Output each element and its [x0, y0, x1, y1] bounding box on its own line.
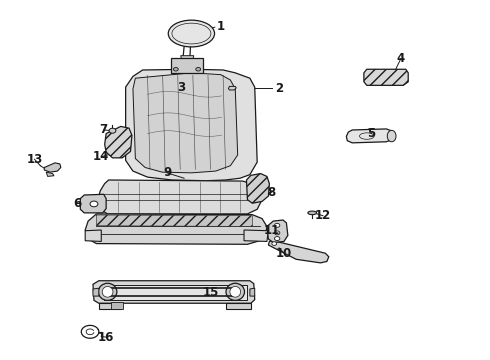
- Polygon shape: [225, 303, 251, 309]
- Polygon shape: [93, 288, 99, 296]
- Polygon shape: [269, 241, 329, 263]
- Polygon shape: [364, 69, 408, 85]
- Ellipse shape: [274, 231, 280, 235]
- Polygon shape: [85, 214, 267, 244]
- Bar: [104, 285, 247, 300]
- Text: 1: 1: [217, 20, 225, 33]
- Text: 11: 11: [264, 224, 280, 237]
- Polygon shape: [250, 288, 255, 296]
- Polygon shape: [98, 180, 262, 214]
- Ellipse shape: [226, 283, 245, 300]
- Polygon shape: [93, 281, 255, 303]
- Ellipse shape: [274, 237, 280, 240]
- Polygon shape: [85, 230, 101, 242]
- Bar: [171, 58, 202, 73]
- Polygon shape: [267, 220, 288, 243]
- Text: 8: 8: [268, 186, 276, 199]
- Polygon shape: [246, 174, 270, 203]
- Text: 9: 9: [163, 166, 171, 179]
- Text: 2: 2: [275, 82, 283, 95]
- Polygon shape: [99, 303, 121, 309]
- Ellipse shape: [272, 242, 277, 246]
- Ellipse shape: [387, 130, 396, 142]
- Polygon shape: [46, 172, 54, 176]
- Text: 12: 12: [315, 209, 331, 222]
- Text: 14: 14: [93, 150, 109, 163]
- Ellipse shape: [90, 201, 98, 207]
- Ellipse shape: [230, 287, 241, 297]
- Text: 6: 6: [73, 197, 81, 210]
- Polygon shape: [44, 163, 61, 172]
- Text: 4: 4: [397, 52, 405, 65]
- Polygon shape: [244, 230, 269, 242]
- Ellipse shape: [308, 211, 317, 215]
- Text: 5: 5: [368, 127, 376, 140]
- Bar: [111, 302, 123, 309]
- Polygon shape: [105, 126, 132, 158]
- Ellipse shape: [98, 283, 117, 300]
- Ellipse shape: [168, 20, 215, 47]
- Ellipse shape: [102, 287, 113, 297]
- Polygon shape: [228, 86, 236, 90]
- Ellipse shape: [173, 67, 178, 71]
- Ellipse shape: [196, 67, 201, 71]
- Text: 7: 7: [99, 123, 108, 136]
- Text: 3: 3: [177, 81, 186, 94]
- Text: 15: 15: [203, 286, 219, 299]
- Ellipse shape: [274, 224, 280, 227]
- Ellipse shape: [109, 128, 116, 133]
- Polygon shape: [346, 129, 393, 143]
- Polygon shape: [125, 69, 257, 181]
- Polygon shape: [97, 215, 252, 226]
- Polygon shape: [80, 194, 106, 213]
- Polygon shape: [133, 73, 238, 173]
- Text: 10: 10: [276, 247, 292, 260]
- Text: 16: 16: [98, 331, 114, 344]
- Text: 13: 13: [26, 153, 43, 166]
- Polygon shape: [181, 56, 194, 59]
